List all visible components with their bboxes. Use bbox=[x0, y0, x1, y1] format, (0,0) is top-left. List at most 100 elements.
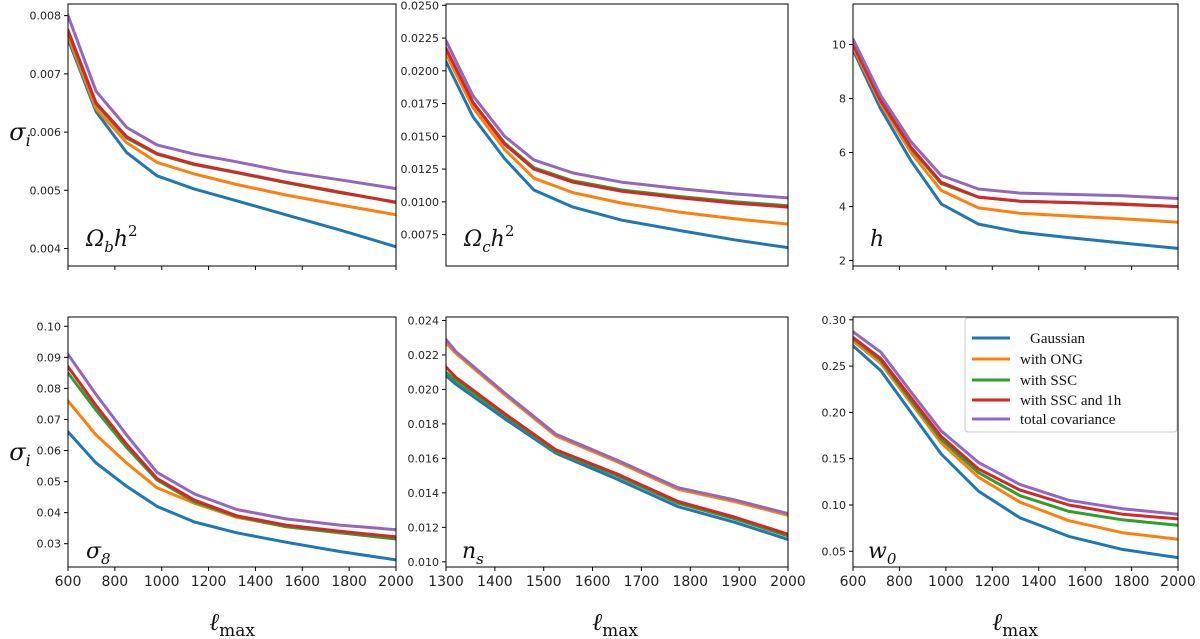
series-line-total-covariance bbox=[853, 330, 1178, 516]
ytick-label: 0.005 bbox=[30, 184, 62, 197]
axes-frame bbox=[445, 3, 789, 267]
series-line-total-covariance bbox=[68, 14, 396, 191]
ytick-label: 0.0125 bbox=[401, 163, 440, 176]
ytick-label: 0.0150 bbox=[401, 130, 440, 143]
series-line-with-ong bbox=[853, 339, 1178, 541]
series-line-total-covariance bbox=[446, 39, 788, 200]
xtick-label: 1200 bbox=[191, 574, 227, 590]
series-group bbox=[68, 352, 396, 562]
xtick-label: 1800 bbox=[331, 574, 367, 590]
axes-frame bbox=[445, 316, 789, 568]
ytick-label: 0.0250 bbox=[401, 0, 440, 12]
ytick-label: 0.007 bbox=[30, 68, 62, 81]
param-label: ns bbox=[462, 539, 484, 568]
ytick-label: 0.018 bbox=[408, 418, 440, 431]
ylabel-bottom: σi bbox=[9, 438, 31, 470]
series-line-with-ssc-and-1h bbox=[446, 47, 788, 209]
xtick-label: 1500 bbox=[526, 574, 562, 590]
ytick-label: 0.0225 bbox=[401, 32, 440, 45]
series-line-with-ssc-and-1h bbox=[853, 43, 1178, 209]
ytick-label: 0.012 bbox=[408, 521, 440, 534]
panel-ns: 0.010 0.012 0.014 0.016 0.018 0.020 0.022 0.024… bbox=[408, 314, 806, 590]
ytick-label: 4 bbox=[839, 201, 846, 214]
series-line-gaussian bbox=[853, 344, 1178, 560]
param-label: Ωch2 bbox=[463, 222, 514, 256]
legend-frame bbox=[964, 317, 1178, 433]
ytick-label: 0.022 bbox=[408, 349, 440, 362]
panel-omega-b: 0.004 0.005 0.006 0.007 0.008 Ωbh2 bbox=[30, 3, 397, 270]
xtick-label: 1300 bbox=[428, 574, 464, 590]
ytick-label: 0.05 bbox=[37, 476, 62, 489]
legend-label-gaussian: Gaussian bbox=[1030, 331, 1085, 347]
xtick-label: 800 bbox=[101, 574, 128, 590]
series-group bbox=[446, 337, 788, 541]
legend-label-ssc-1h: with SSC and 1h bbox=[1020, 393, 1122, 409]
xtick-label: 1400 bbox=[477, 574, 513, 590]
series-line-with-ssc-and-1h bbox=[853, 335, 1178, 521]
series-line-with-ssc-and-1h bbox=[446, 365, 788, 536]
param-label: h bbox=[870, 227, 884, 252]
xtick-label: 1000 bbox=[928, 574, 964, 590]
param-label: w0 bbox=[868, 539, 897, 568]
xtick-label: 1900 bbox=[721, 574, 757, 590]
xtick-label: 1800 bbox=[1114, 574, 1150, 590]
xtick-label: 1400 bbox=[238, 574, 274, 590]
ytick-label: 0.020 bbox=[408, 383, 440, 396]
ytick-label: 6 bbox=[839, 147, 846, 160]
series-group bbox=[853, 330, 1178, 560]
series-line-gaussian bbox=[446, 374, 788, 541]
ytick-label: 0.004 bbox=[30, 243, 62, 256]
xtick-label: 2000 bbox=[770, 574, 806, 590]
xtick-label: 1000 bbox=[144, 574, 180, 590]
xlabel-right: ℓmax bbox=[992, 608, 1038, 639]
ytick-label: 0.08 bbox=[37, 382, 62, 395]
ytick-label: 0.10 bbox=[822, 499, 847, 512]
series-line-with-ong bbox=[446, 52, 788, 226]
ytick-label: 0.20 bbox=[822, 406, 847, 419]
series-line-gaussian bbox=[446, 60, 788, 250]
param-label: σ8 bbox=[86, 539, 111, 568]
axes-frame bbox=[852, 316, 1179, 568]
ytick-label: 0.0075 bbox=[401, 229, 440, 242]
xtick-label: 1800 bbox=[672, 574, 708, 590]
legend-label-ssc: with SSC bbox=[1020, 373, 1077, 389]
legend-label-total: total covariance bbox=[1020, 412, 1116, 428]
series-group bbox=[446, 39, 788, 250]
panel-sigma8: 0.03 0.04 0.05 0.06 0.07 0.08 0.09 0.10 600 800 10… bbox=[37, 316, 414, 590]
ytick-label: 0.15 bbox=[822, 453, 847, 466]
legend-label-ong: with ONG bbox=[1020, 352, 1083, 368]
ylabel-top: σi bbox=[9, 118, 31, 150]
ytick-label: 0.006 bbox=[30, 126, 62, 139]
ytick-label: 0.0200 bbox=[401, 65, 440, 78]
ytick-label: 8 bbox=[839, 93, 846, 106]
xlabel-middle: ℓmax bbox=[592, 608, 638, 639]
series-line-with-ssc-and-1h bbox=[68, 365, 396, 539]
series-line-with-ong bbox=[446, 341, 788, 517]
series-line-gaussian bbox=[853, 48, 1178, 250]
series-line-total-covariance bbox=[446, 337, 788, 516]
ytick-label: 0.0100 bbox=[401, 196, 440, 209]
panel-omega-c: 0.0075 0.0100 0.0125 0.0150 0.0175 0.0200 0.02… bbox=[401, 0, 789, 267]
axes-frame bbox=[67, 316, 397, 568]
panel-h: 2 4 6 8 10 h bbox=[832, 3, 1179, 270]
xtick-label: 600 bbox=[840, 574, 867, 590]
ytick-label: 0.04 bbox=[37, 507, 62, 520]
series-line-gaussian bbox=[68, 37, 396, 249]
xtick-label: 1400 bbox=[1021, 574, 1057, 590]
ytick-label: 2 bbox=[839, 255, 846, 268]
ytick-label: 0.008 bbox=[30, 10, 62, 23]
series-line-with-ssc bbox=[446, 370, 788, 538]
ytick-label: 0.0175 bbox=[401, 98, 440, 111]
series-line-with-ssc-and-1h bbox=[68, 28, 396, 204]
ytick-label: 0.09 bbox=[37, 351, 62, 364]
series-line-with-ong bbox=[853, 45, 1178, 224]
ytick-label: 0.30 bbox=[822, 314, 847, 327]
series-line-total-covariance bbox=[68, 352, 396, 532]
ytick-label: 0.016 bbox=[408, 452, 440, 465]
ytick-label: 0.07 bbox=[37, 413, 62, 426]
ytick-label: 0.25 bbox=[822, 360, 847, 373]
series-group bbox=[68, 14, 396, 249]
xtick-label: 1600 bbox=[284, 574, 320, 590]
panel-w0: 0.05 0.10 0.15 0.20 0.25 0.30 600 800 1000 1200 14… bbox=[822, 314, 1196, 590]
